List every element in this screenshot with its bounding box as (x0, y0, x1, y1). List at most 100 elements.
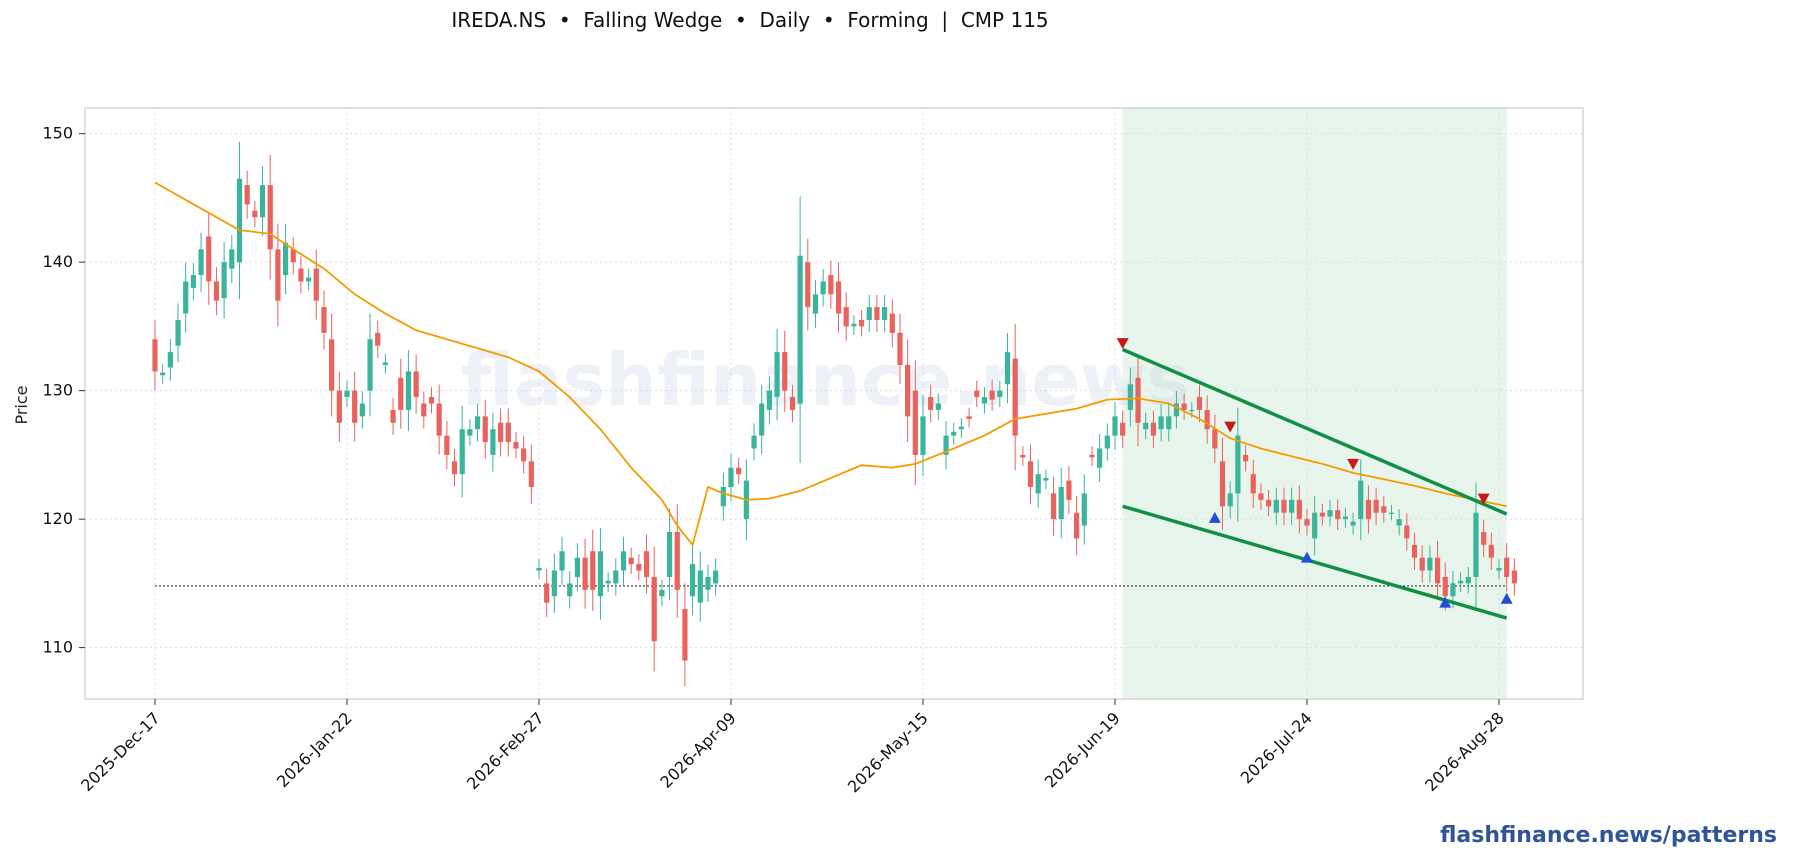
x-tick-label: 2026-May-15 (844, 708, 932, 796)
candle-up (459, 429, 465, 475)
candle-up (167, 352, 173, 368)
candle-up (160, 372, 166, 376)
candle-up (1189, 409, 1195, 412)
candle-up (943, 435, 949, 455)
candle-down (1196, 397, 1203, 410)
candle-up (1004, 352, 1011, 385)
candle-down (152, 339, 158, 372)
candle-up (1289, 499, 1295, 513)
candle-down (1404, 525, 1410, 539)
candle-down (451, 461, 458, 475)
candle-up (559, 551, 565, 571)
candle-down (1511, 570, 1517, 584)
candle-down (1212, 429, 1218, 449)
candle-up (1465, 576, 1471, 584)
candle-up (259, 185, 266, 218)
candle-up (474, 416, 481, 430)
candle-up (1158, 416, 1164, 430)
candle-up (1388, 512, 1395, 514)
candle-down (805, 262, 811, 308)
candle-down (782, 352, 788, 391)
x-tick-label: 2026-Jul-24 (1237, 708, 1316, 787)
candle-up (1458, 580, 1464, 584)
candle-up (1273, 499, 1279, 513)
candle-up (620, 551, 627, 571)
y-tick-label: 130 (42, 381, 73, 400)
candle-up (1235, 435, 1241, 494)
candle-down (1296, 499, 1302, 520)
candle-down (213, 281, 220, 301)
lower-trendline (1122, 504, 1508, 620)
candle-up (597, 551, 604, 597)
candle-down (1419, 557, 1425, 571)
x-tick-label: 2026-Aug-28 (1421, 708, 1508, 795)
candle-up (605, 580, 611, 584)
candle-up (282, 242, 289, 276)
x-tick-label: 2026-Apr-09 (656, 708, 739, 791)
candle-down (375, 332, 381, 346)
candle-down (1319, 512, 1325, 517)
candle-down (390, 409, 396, 423)
candle-up (306, 277, 312, 282)
candle-down (290, 249, 296, 263)
candle-down (674, 531, 680, 590)
candle-down (1219, 461, 1226, 507)
candle-down (736, 467, 742, 475)
candle-down (928, 397, 934, 410)
candle-up (797, 255, 803, 404)
candle-down (582, 557, 588, 590)
candle-down (989, 390, 995, 400)
moving-average-layer (154, 181, 1507, 547)
candle-down (1120, 422, 1126, 436)
candle-up (705, 576, 711, 590)
candle-up (175, 319, 181, 346)
candle-up (183, 281, 189, 314)
candle-up (728, 467, 734, 488)
candle-up (690, 564, 696, 597)
candle-down (321, 307, 327, 333)
candle-up (866, 307, 872, 320)
candle-up (198, 249, 204, 276)
candle-up (1342, 516, 1348, 520)
trendline-layer (1121, 347, 1508, 620)
upper-trendline (1121, 347, 1508, 516)
candle-down (1250, 474, 1256, 494)
candle-up (720, 487, 726, 507)
candle-down (1266, 499, 1272, 507)
candle-up (1358, 480, 1364, 520)
plot-frame (84, 107, 1584, 700)
watermark: flashfinance.news (461, 338, 1190, 422)
candle-up (1112, 416, 1118, 436)
candle-down (1411, 544, 1418, 558)
candle-up (1350, 521, 1356, 526)
candle-up (367, 339, 373, 391)
x-axis-ticks: 2025-Dec-17 2026-Jan-22 2026-Feb-27 2026-Ap… (77, 699, 1508, 796)
candle-up (1496, 567, 1502, 571)
candle-up (820, 281, 826, 295)
candle-down (1012, 358, 1018, 436)
candle-down (444, 435, 450, 455)
candle-down (897, 332, 903, 365)
candle-down (206, 236, 212, 282)
candle-up (1081, 493, 1087, 526)
swing-high-marker (1224, 421, 1237, 433)
footer-link[interactable]: flashfinance.news/patterns (1440, 823, 1777, 848)
candle-up (1396, 519, 1402, 526)
candle-down (544, 583, 550, 603)
candle-down (843, 307, 849, 327)
candle-down (651, 576, 657, 642)
candle-up (382, 362, 388, 365)
candle-down (912, 390, 918, 455)
candle-up (759, 403, 765, 436)
candle-down (889, 313, 895, 333)
candle-down (267, 185, 273, 250)
candle-down (643, 551, 650, 577)
candle-up (1166, 416, 1172, 430)
candle-up (997, 390, 1003, 398)
y-axis-ticks: 110 120 130 140 150 (42, 124, 85, 657)
candle-down (1150, 422, 1156, 436)
candle-down (413, 371, 419, 398)
candle-down (1373, 499, 1379, 513)
candle-down (398, 377, 404, 410)
